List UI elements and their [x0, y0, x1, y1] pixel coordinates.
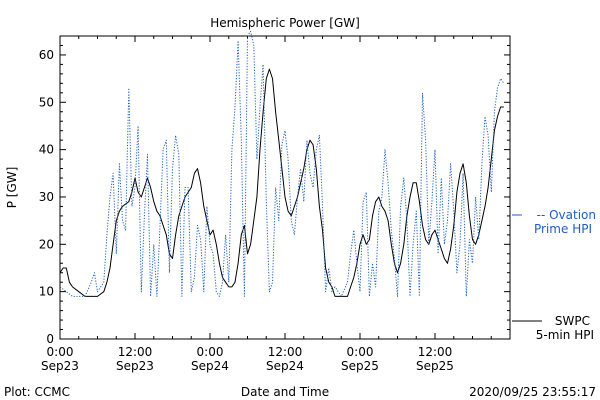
plot-credit: Plot: CCMC — [4, 385, 70, 399]
x-tick-label-date: Sep23 — [41, 359, 79, 373]
plot-timestamp: 2020/09/25 23:55:17 — [469, 385, 596, 399]
y-tick-label: 40 — [39, 143, 54, 157]
y-axis-label: P [GW] — [5, 167, 19, 209]
x-tick-label-time: 0:00 — [197, 345, 224, 359]
swpc-legend-line1: SWPC — [555, 314, 590, 328]
ovation-prime-line — [59, 30, 505, 297]
ovation-legend-line1: -- Ovation — [537, 208, 596, 222]
swpc-legend-line2: 5-min HPI — [536, 328, 594, 342]
y-tick-label: 50 — [39, 95, 54, 109]
x-tick-label-date: Sep24 — [266, 359, 304, 373]
x-tick-label-date: Sep25 — [416, 359, 454, 373]
x-tick-label-time: 0:00 — [347, 345, 374, 359]
y-tick-label: 10 — [39, 285, 54, 299]
ovation-legend-line2: Prime HPI — [534, 222, 592, 236]
x-tick-label-date: Sep25 — [341, 359, 379, 373]
x-tick-label-time: 12:00 — [418, 345, 453, 359]
x-axis-label: Date and Time — [241, 385, 329, 399]
x-tick-label-date: Sep23 — [116, 359, 154, 373]
x-tick-label-time: 12:00 — [268, 345, 303, 359]
y-tick-label: 20 — [39, 237, 54, 251]
y-tick-label: 0 — [46, 332, 54, 346]
chart-title: Hemispheric Power [GW] — [210, 16, 360, 30]
swpc-hpi-line — [59, 68, 504, 297]
y-tick-label: 30 — [39, 190, 54, 204]
x-tick-label-time: 0:00 — [47, 345, 74, 359]
x-tick-label-time: 12:00 — [118, 345, 153, 359]
y-tick-label: 60 — [39, 48, 54, 62]
x-tick-label-date: Sep24 — [191, 359, 229, 373]
